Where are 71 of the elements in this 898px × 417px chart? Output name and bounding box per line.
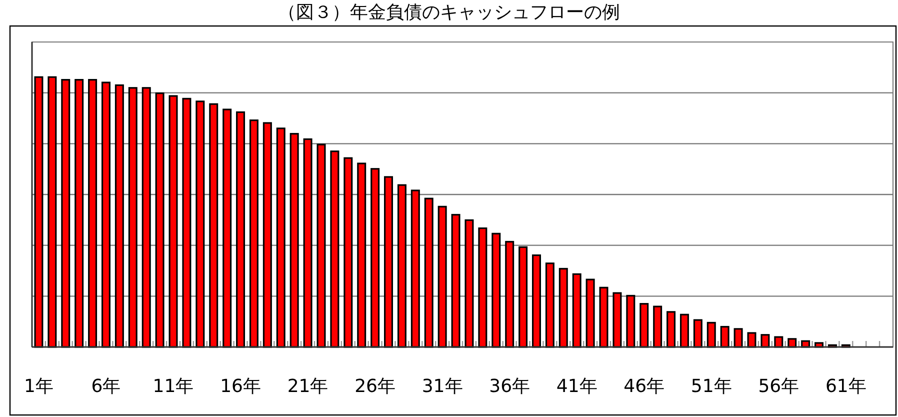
chart-title: （図３）年金負債のキャッシュフローの例 <box>278 2 620 23</box>
bar <box>505 240 514 348</box>
bar <box>747 332 756 348</box>
bar <box>464 219 474 348</box>
bar <box>545 262 554 348</box>
x-tick-label: 36年 <box>489 376 530 397</box>
bar <box>693 319 702 348</box>
bar <box>774 336 784 348</box>
bar <box>478 227 488 348</box>
bar <box>734 328 743 348</box>
x-tick-label: 31年 <box>422 376 463 397</box>
bar <box>558 268 568 348</box>
bar <box>572 273 582 348</box>
bar <box>653 306 662 348</box>
x-tick-label: 21年 <box>287 376 328 397</box>
bar <box>142 87 151 348</box>
bar <box>370 168 380 348</box>
bar <box>680 314 689 348</box>
bar <box>48 76 57 348</box>
bar <box>720 326 730 348</box>
bar <box>357 162 366 348</box>
bar <box>114 84 124 348</box>
bar <box>451 214 460 348</box>
x-tick-label: 61年 <box>825 376 866 397</box>
bar <box>88 78 98 348</box>
bar <box>532 254 541 348</box>
bar <box>492 232 501 348</box>
bar <box>518 246 528 348</box>
bar <box>788 338 797 348</box>
bar <box>760 334 770 348</box>
x-tick-label: 46年 <box>624 376 665 397</box>
x-tick-label: 6年 <box>91 376 121 397</box>
bar <box>586 278 595 348</box>
bar <box>344 157 353 348</box>
bar <box>706 322 716 348</box>
bar <box>34 76 44 348</box>
bar <box>236 111 246 348</box>
bar <box>155 92 164 348</box>
x-tick-label: 11年 <box>152 376 194 397</box>
x-tick-label: 16年 <box>220 376 261 397</box>
bar <box>61 78 70 348</box>
bar <box>626 294 636 348</box>
bar <box>612 292 622 348</box>
bar <box>316 144 326 348</box>
bar <box>640 303 649 348</box>
x-tick-label: 1年 <box>24 376 54 397</box>
x-tick-label: 26年 <box>354 376 396 397</box>
bar <box>209 103 218 348</box>
bar <box>599 286 608 348</box>
bar <box>101 82 110 348</box>
bar <box>666 311 676 348</box>
bar <box>182 98 192 348</box>
bar <box>276 128 286 348</box>
bar <box>424 198 434 348</box>
bar <box>128 87 138 348</box>
x-tick-label: 51年 <box>690 376 732 397</box>
bar <box>410 190 420 348</box>
bar <box>262 122 272 348</box>
bar <box>384 176 394 348</box>
x-tick-label: 56年 <box>758 376 800 397</box>
x-tick-label: 41年 <box>556 376 598 397</box>
bar <box>222 108 232 348</box>
bar <box>303 138 312 348</box>
bar <box>196 100 205 348</box>
bar <box>438 206 447 348</box>
bar <box>290 132 299 348</box>
bar <box>74 78 84 348</box>
bar <box>168 95 178 348</box>
bar <box>397 184 406 348</box>
bar <box>330 150 340 348</box>
bar <box>249 119 258 348</box>
